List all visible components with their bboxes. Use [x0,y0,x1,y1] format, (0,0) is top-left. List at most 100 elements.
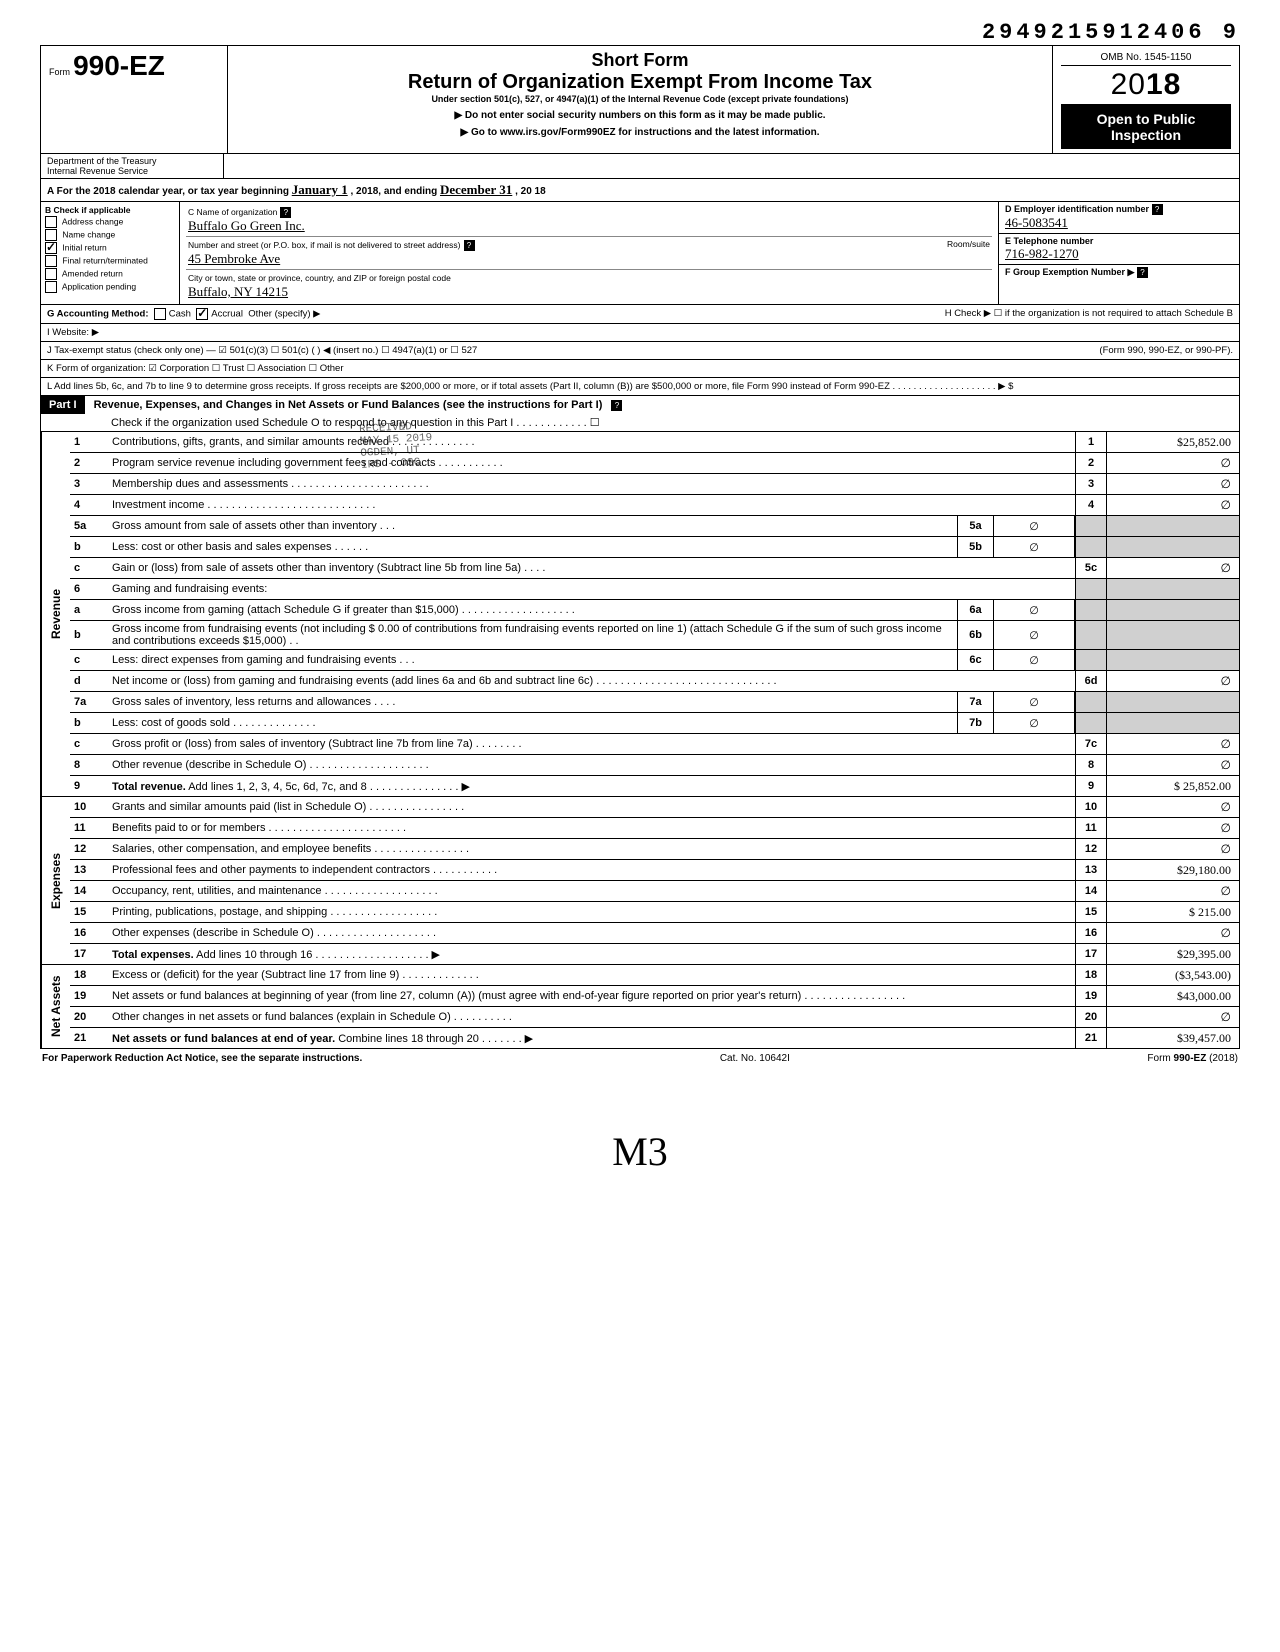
part1-header-row: Part I Revenue, Expenses, and Changes in… [40,396,1240,432]
line-9: 9Total revenue. Add lines 1, 2, 3, 4, 5c… [70,776,1239,796]
mid-box: 6b [957,621,994,649]
line-amount: ∅ [1106,474,1239,494]
help-icon[interactable]: ? [464,240,475,251]
line-21: 21Net assets or fund balances at end of … [70,1028,1239,1048]
row-l-gross-receipts: L Add lines 5b, 6c, and 7b to line 9 to … [47,381,1013,392]
line-amount: $29,180.00 [1106,860,1239,880]
mid-box: 6c [957,650,994,670]
help-icon[interactable]: ? [1137,267,1148,278]
line-7c: cGross profit or (loss) from sales of in… [70,734,1239,755]
form-number: 990-EZ [73,50,165,81]
title-return: Return of Organization Exempt From Incom… [236,71,1044,94]
help-icon[interactable]: ? [1152,204,1163,215]
line-number: 13 [70,862,108,878]
line-amount [1106,692,1239,712]
line-box: 5c [1075,558,1106,578]
line-7a: 7aGross sales of inventory, less returns… [70,692,1239,713]
cash-checkbox[interactable] [154,308,166,320]
line-box: 10 [1075,797,1106,817]
line-box: 3 [1075,474,1106,494]
line-box [1075,516,1106,536]
help-icon[interactable]: ? [611,400,622,411]
line-box: 14 [1075,881,1106,901]
part1-title: Revenue, Expenses, and Changes in Net As… [88,396,609,414]
line-box [1075,579,1106,599]
checkbox-amended-return[interactable] [45,268,57,280]
line-18: 18Excess or (deficit) for the year (Subt… [70,965,1239,986]
line-number: 2 [70,455,108,471]
line-desc: Gross income from fundraising events (no… [108,621,957,649]
line-desc: Grants and similar amounts paid (list in… [108,799,1075,815]
line-number: 4 [70,497,108,513]
mid-box: 5a [957,516,994,536]
revenue-table: Revenue 1Contributions, gifts, grants, a… [40,432,1240,797]
bottom-handwriting: M3 [40,1128,1240,1175]
line-amount: ∅ [1106,839,1239,859]
line-16: 16Other expenses (describe in Schedule O… [70,923,1239,944]
line-number: 11 [70,820,108,836]
document-number: 2949215912406 9 [40,20,1240,45]
checkbox-application-pending[interactable] [45,281,57,293]
line-box: 19 [1075,986,1106,1006]
row-k-form-org: K Form of organization: ☑ Corporation ☐ … [47,363,344,374]
line-number: 1 [70,434,108,450]
line-1: 1Contributions, gifts, grants, and simil… [70,432,1239,453]
line-amount: $25,852.00 [1106,432,1239,452]
row-j-tax-status: J Tax-exempt status (check only one) — ☑… [47,345,477,356]
line-box: 20 [1075,1007,1106,1027]
checkbox-final-return-terminated[interactable] [45,255,57,267]
line-10: 10Grants and similar amounts paid (list … [70,797,1239,818]
mid-box: 7a [957,692,994,712]
line-number: 3 [70,476,108,492]
row-a-label: A For the 2018 calendar year, or tax yea… [47,186,289,197]
title-short-form: Short Form [236,50,1044,71]
col-c-org-info: C Name of organization ? Buffalo Go Gree… [180,202,999,304]
line-amount: ∅ [1106,671,1239,691]
row-g-label: G Accounting Method: [47,309,149,320]
line-box: 4 [1075,495,1106,515]
checkbox-initial-return[interactable] [45,242,57,254]
line-number: 19 [70,988,108,1004]
line-amount: ∅ [1106,818,1239,838]
line-box: 1 [1075,432,1106,452]
line-desc: Excess or (deficit) for the year (Subtra… [108,967,1075,983]
line-desc: Gross income from gaming (attach Schedul… [108,602,957,618]
line-desc: Occupancy, rent, utilities, and maintena… [108,883,1075,899]
line-amount [1106,600,1239,620]
dept-row: Department of the Treasury Internal Reve… [40,154,1240,179]
line-6c: cLess: direct expenses from gaming and f… [70,650,1239,671]
line-number: b [70,627,108,643]
accrual-checkbox[interactable] [196,308,208,320]
help-icon[interactable]: ? [280,207,291,218]
line-amount: ∅ [1106,797,1239,817]
line-amount: $43,000.00 [1106,986,1239,1006]
mid-value: ∅ [994,692,1075,712]
checkbox-address-change[interactable] [45,216,57,228]
open-to-public: Open to Public Inspection [1061,105,1231,149]
row-a-year: , 20 18 [515,186,546,197]
line-2: 2Program service revenue including gover… [70,453,1239,474]
line-desc: Professional fees and other payments to … [108,862,1075,878]
colb-option: Amended return [45,268,175,280]
row-i-website: I Website: ▶ [47,327,99,338]
line-19: 19Net assets or fund balances at beginni… [70,986,1239,1007]
line-6: 6Gaming and fundraising events: [70,579,1239,600]
org-name-label: C Name of organization [188,207,277,217]
line-amount [1106,537,1239,557]
line-amount [1106,516,1239,536]
line-desc: Program service revenue including govern… [108,455,1075,471]
line-12: 12Salaries, other compensation, and empl… [70,839,1239,860]
row-a-tax-year: A For the 2018 calendar year, or tax yea… [40,179,1240,202]
line-17: 17Total expenses. Add lines 10 through 1… [70,944,1239,964]
line-number: 8 [70,757,108,773]
addr-label: Number and street (or P.O. box, if mail … [188,240,460,250]
ein-label: D Employer identification number [1005,204,1149,214]
line-6d: dNet income or (loss) from gaming and fu… [70,671,1239,692]
line-amount: ∅ [1106,881,1239,901]
line-number: 12 [70,841,108,857]
line-desc: Less: direct expenses from gaming and fu… [108,652,957,668]
received-stamp: RECEIVED MAY 15 2019 OGDEN, UT IRS - OSC [359,420,434,472]
line-8: 8Other revenue (describe in Schedule O) … [70,755,1239,776]
line-amount [1106,579,1239,599]
tax-year: 2018 [1061,66,1231,105]
